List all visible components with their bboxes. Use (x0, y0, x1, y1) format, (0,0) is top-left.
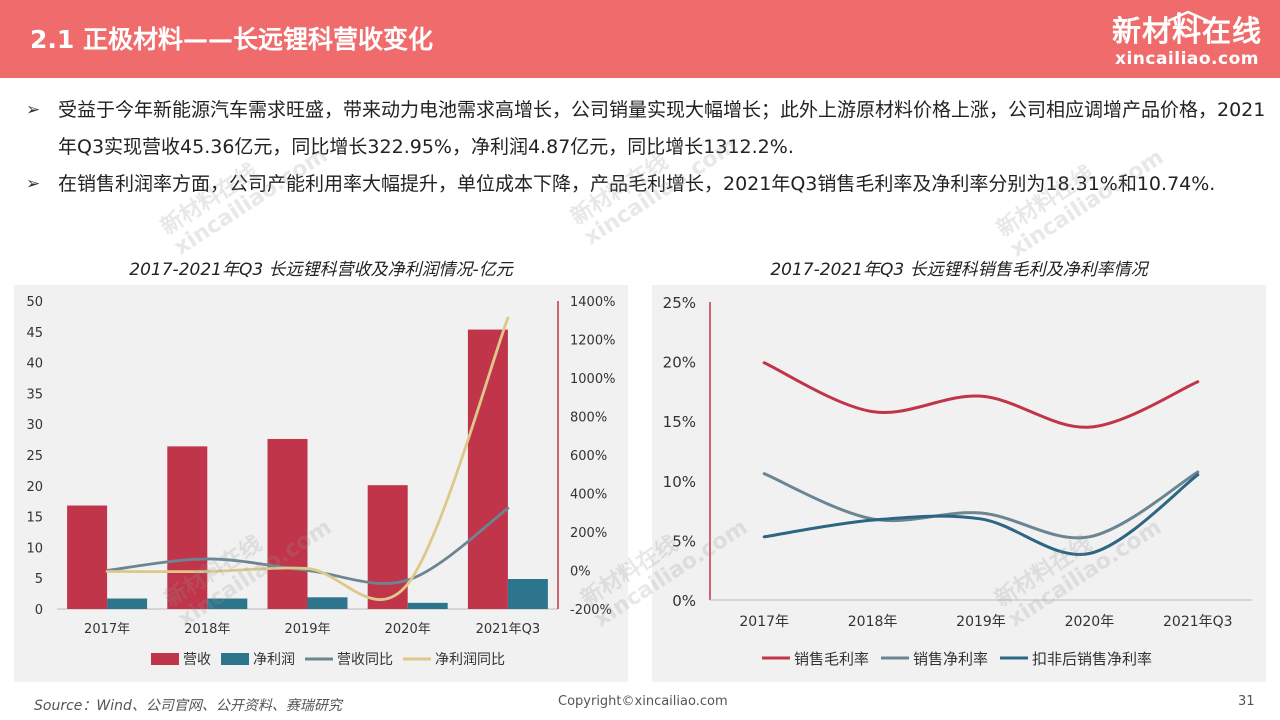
y-right-tick-label: -200% (570, 603, 612, 618)
legend-label: 营收同比 (337, 652, 393, 668)
y-left-tick-label: 10 (26, 541, 43, 556)
y-right-tick-label: 800% (570, 411, 607, 426)
revenue-profit-chart: 0 5 10 15 20 25 30 35 40 45 50 -200% 0% 200% 400% 600% 8… (26, 295, 615, 668)
bar-net-profit (207, 598, 248, 609)
bullet-text: 受益于今年新能源汽车需求旺盛，带来动力电池需求高增长，公司销量实现大幅增长；此外… (58, 99, 1266, 158)
x-tick-label: 2018年 (184, 622, 230, 637)
page-title: 2.1 正极材料——长远锂科营收变化 (30, 25, 433, 54)
y-tick-label: 25% (663, 294, 696, 312)
bullet-list: ➢ 受益于今年新能源汽车需求旺盛，带来动力电池需求高增长，公司销量实现大幅增长；… (26, 92, 1266, 203)
y-left-tick-label: 35 (26, 387, 43, 402)
legend-label: 扣非后销售净利率 (1032, 650, 1152, 668)
y-right-tick-label: 0% (570, 565, 591, 580)
arrow-bullet-icon: ➢ (26, 174, 41, 194)
legend-label: 净利润同比 (435, 652, 505, 668)
y-tick-label: 10% (663, 473, 696, 491)
chart1-title: 2017-2021年Q3 长远锂科营收及净利润情况-亿元 (129, 260, 513, 280)
x-tick-label: 2019年 (284, 622, 330, 637)
y-right-tick-label: 1400% (570, 295, 615, 310)
bullet-text: 在销售利润率方面，公司产能利用率大幅提升，单位成本下降，产品毛利增长，2021年… (58, 173, 1216, 195)
x-tick-label: 2021年Q3 (1163, 614, 1233, 630)
bullet-item: ➢ 受益于今年新能源汽车需求旺盛，带来动力电池需求高增长，公司销量实现大幅增长；… (26, 92, 1266, 166)
chart2-title: 2017-2021年Q3 长远锂科销售毛利及净利率情况 (770, 260, 1148, 280)
legend-swatch (221, 653, 249, 665)
logo-text: 新材料在线 (1111, 14, 1262, 48)
legend-swatch (151, 653, 179, 665)
x-tick-label: 2020年 (1065, 614, 1115, 630)
margin-chart: 0% 5% 10% 15% 20% 25% 2017年 2018年 2019年 2020年 2021… (663, 294, 1252, 668)
bar-revenue (467, 329, 508, 609)
y-left-tick-label: 45 (26, 326, 43, 341)
chart1-panel: 0 5 10 15 20 25 30 35 40 45 50 -200% 0% 200% 400% 600% 8… (14, 285, 628, 682)
chart2-panel: 0% 5% 10% 15% 20% 25% 2017年 2018年 2019年 2020年 2021… (652, 285, 1266, 682)
bar-net-profit (307, 597, 348, 609)
y-right-tick-label: 200% (570, 526, 607, 541)
logo-domain: xincailiao.com (1114, 49, 1259, 69)
bar-revenue (267, 438, 308, 609)
roof-icon (1167, 10, 1209, 22)
x-tick-label: 2021年Q3 (476, 622, 541, 637)
x-tick-label: 2017年 (739, 614, 789, 630)
series-line-net-margin (762, 470, 1200, 540)
y-tick-label: 15% (663, 413, 696, 431)
y-left-tick-label: 40 (26, 357, 43, 372)
series-line-profit-yoy (105, 316, 510, 601)
legend-label: 净利润 (253, 652, 295, 668)
bar-revenue (167, 446, 208, 609)
legend-label: 销售净利率 (913, 650, 988, 668)
y-left-tick-label: 25 (26, 449, 43, 464)
series-line-gross-margin (762, 361, 1200, 429)
y-tick-label: 5% (672, 532, 696, 550)
legend-label: 销售毛利率 (794, 650, 869, 668)
y-right-tick-label: 400% (570, 488, 607, 503)
bar-net-profit (107, 598, 148, 609)
brand-logo: 新材料在线 xincailiao.com (1108, 8, 1266, 74)
series-line-revenue-yoy (105, 506, 510, 585)
y-left-tick-label: 15 (26, 511, 43, 526)
y-left-tick-label: 0 (35, 603, 43, 618)
y-left-tick-label: 30 (26, 418, 43, 433)
bar-revenue (367, 485, 408, 609)
y-left-tick-label: 50 (26, 295, 43, 310)
x-tick-label: 2020年 (385, 622, 431, 637)
x-tick-label: 2018年 (848, 614, 898, 630)
y-left-tick-label: 20 (26, 480, 43, 495)
y-right-tick-label: 1200% (570, 334, 615, 349)
copyright: Copyright©xincailiao.com (558, 694, 728, 709)
y-tick-label: 0% (672, 592, 696, 610)
page-number: 31 (1238, 694, 1255, 709)
arrow-bullet-icon: ➢ (26, 100, 41, 120)
series-line-adjusted-net-margin (762, 473, 1200, 556)
y-tick-label: 20% (663, 354, 696, 372)
x-tick-label: 2019年 (956, 614, 1006, 630)
y-right-tick-label: 600% (570, 449, 607, 464)
bar-revenue (67, 505, 108, 609)
legend-label: 营收 (183, 652, 211, 668)
bar-net-profit (407, 602, 448, 609)
bullet-item: ➢ 在销售利润率方面，公司产能利用率大幅提升，单位成本下降，产品毛利增长，202… (26, 166, 1266, 203)
source-note: Source：Wind、公司官网、公开资料、赛瑞研究 (34, 698, 342, 714)
y-right-tick-label: 1000% (570, 372, 615, 387)
x-tick-label: 2017年 (84, 622, 130, 637)
header-bar: 2.1 正极材料——长远锂科营收变化 新材料在线 xincailiao.com (0, 0, 1280, 78)
bar-net-profit (507, 579, 548, 609)
y-left-tick-label: 5 (35, 572, 43, 587)
